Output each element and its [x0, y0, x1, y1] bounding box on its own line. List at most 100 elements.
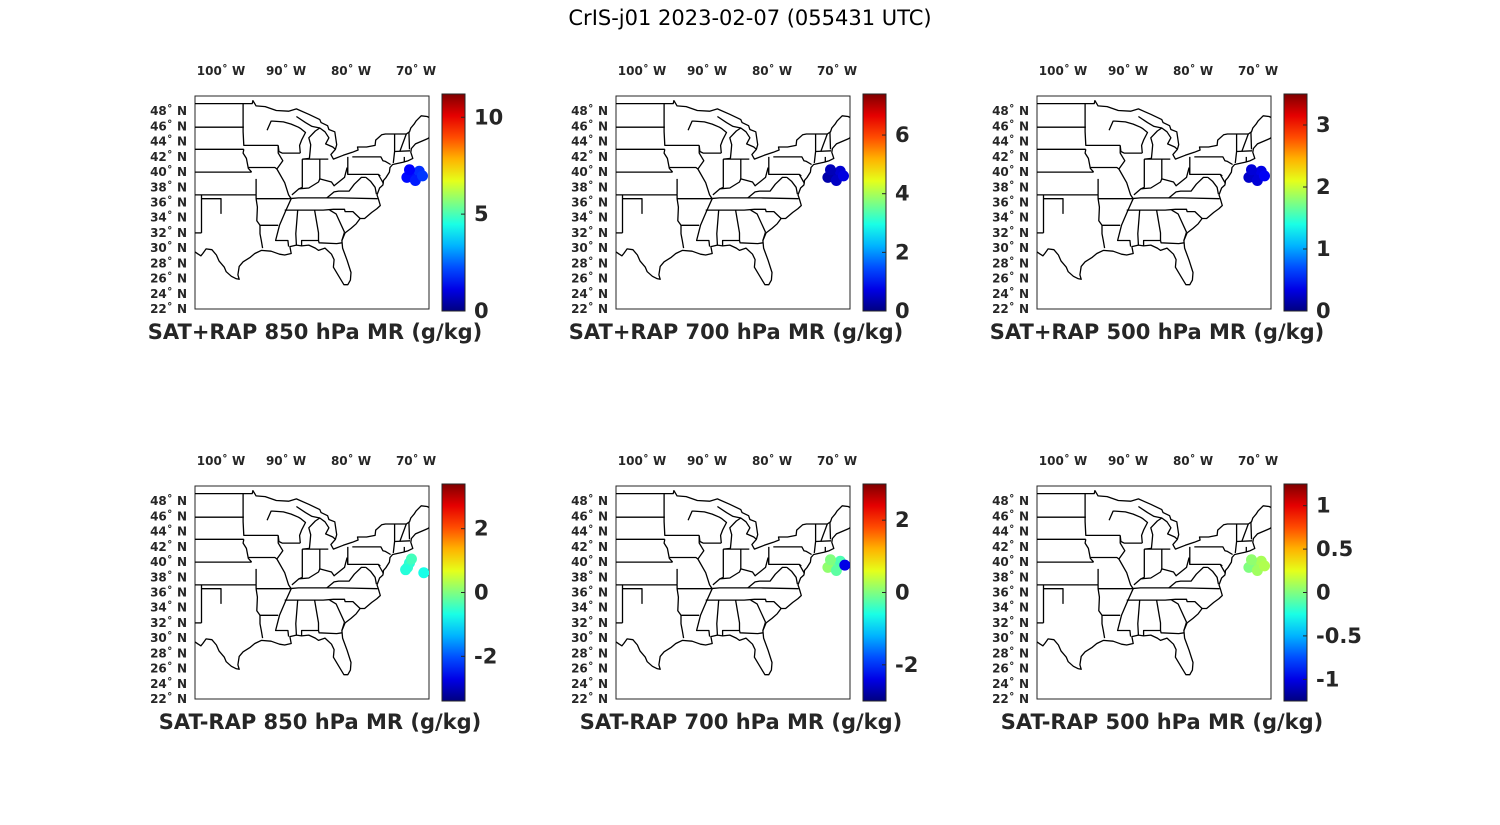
observation-point: [839, 559, 850, 571]
lat-tick-label: 26˚ N: [992, 271, 1029, 286]
boundary-line: [1090, 556, 1120, 560]
boundary-line: [272, 120, 307, 154]
boundary-line: [1130, 197, 1220, 200]
boundary-line: [242, 149, 253, 173]
lat-tick-label: 32˚ N: [992, 225, 1029, 240]
observation-point: [1259, 170, 1270, 182]
boundary-line: [242, 539, 253, 563]
boundary-line: [291, 557, 348, 586]
colorbar-tick-label: -0.5: [1316, 624, 1362, 648]
boundary-line: [750, 599, 767, 623]
lat-tick-label: 22˚ N: [150, 301, 187, 316]
boundary-line: [669, 166, 699, 170]
boundary-line: [680, 225, 685, 249]
map-panel-svg: 100˚ W 90˚ W 80˚ W 70˚ W 22˚ N24˚ N26˚ N28˚ …: [150, 453, 497, 706]
boundary-line: [723, 547, 731, 550]
boundary-line: [1168, 176, 1208, 199]
boundary-line: [738, 630, 763, 635]
boundary-line: [1150, 127, 1178, 159]
panel-sat-plus-rap-500: 100˚ W 90˚ W 80˚ W 70˚ W 22˚ N 24˚ N 26˚ N 28˚ …: [990, 60, 1397, 350]
lat-tick-label: 38˚ N: [150, 569, 187, 584]
boundary-line: [773, 156, 812, 166]
lat-tick-label: 36˚ N: [571, 585, 608, 600]
lat-tick-label: 22˚ N: [150, 691, 187, 706]
boundary-line: [195, 489, 429, 676]
lat-tick-label: 26˚ N: [571, 661, 608, 676]
lat-tick-label: 28˚ N: [571, 645, 608, 660]
boundary-line: [329, 599, 346, 623]
lat-tick-label: 48˚ N: [992, 493, 1029, 508]
boundary-line: [622, 198, 643, 214]
boundary-line: [1108, 120, 1115, 131]
lat-tick-label: 46˚ N: [571, 118, 608, 133]
boundary-line: [1219, 564, 1227, 574]
lat-tick-label: 32˚ N: [150, 225, 187, 240]
boundary-line: [1043, 198, 1064, 214]
boundary-line: [242, 103, 279, 147]
colorbar: [862, 93, 887, 312]
colorbar-tick-label: 0: [474, 299, 489, 323]
lon-tick-label: 100˚ W: [1039, 63, 1087, 78]
boundary-line: [1188, 546, 1191, 566]
lat-tick-label: 34˚ N: [992, 210, 1029, 225]
lat-tick-label: 36˚ N: [992, 585, 1029, 600]
lat-tick-label: 38˚ N: [571, 569, 608, 584]
boundary-line: [1159, 240, 1184, 245]
boundary-line: [1130, 587, 1220, 590]
boundary-line: [259, 615, 264, 639]
boundary-line: [680, 615, 685, 639]
boundary-line: [786, 176, 799, 195]
boundary-line: [1241, 133, 1249, 152]
state-boundaries: [1037, 489, 1271, 676]
observation-point: [418, 567, 429, 579]
boundary-line: [248, 556, 278, 560]
lat-tick-label: 40˚ N: [150, 164, 187, 179]
boundary-line: [716, 210, 720, 246]
lon-tick-label: 90˚ W: [687, 63, 727, 78]
boundary-line: [291, 167, 348, 196]
boundary-line: [1097, 588, 1121, 616]
boundary-line: [1101, 615, 1106, 639]
boundary-line: [705, 208, 782, 219]
lat-tick-label: 28˚ N: [150, 645, 187, 660]
boundary-line: [1171, 209, 1188, 233]
lat-tick-label: 28˚ N: [992, 255, 1029, 270]
lon-tick-label: 100˚ W: [197, 63, 245, 78]
lat-tick-label: 42˚ N: [571, 539, 608, 554]
boundary-line: [1114, 510, 1149, 544]
boundary-line: [829, 521, 832, 540]
lat-tick-label: 48˚ N: [571, 493, 608, 508]
boundary-line: [709, 587, 799, 590]
lat-tick-label: 30˚ N: [992, 630, 1029, 645]
colorbar-tick-label: -2: [474, 644, 497, 668]
boundary-line: [815, 150, 832, 153]
boundary-line: [712, 557, 769, 586]
lat-tick-label: 32˚ N: [150, 615, 187, 630]
boundary-line: [326, 566, 366, 589]
state-boundaries: [195, 489, 429, 676]
observation-point: [405, 553, 417, 565]
boundary-line: [786, 566, 799, 585]
observation-point: [1246, 164, 1257, 176]
map-panel-svg: 100˚ W 90˚ W 80˚ W 70˚ W 22˚ N24˚ N26˚ N28˚ …: [992, 63, 1331, 323]
boundary-line: [616, 489, 850, 676]
boundary-line: [1194, 546, 1233, 556]
boundary-line: [1219, 174, 1227, 184]
boundary-line: [747, 176, 787, 199]
lon-tick-label: 80˚ W: [1173, 453, 1213, 468]
boundary-line: [377, 174, 385, 184]
colorbar-tick-label: 0: [895, 299, 910, 323]
lat-tick-label: 22˚ N: [992, 301, 1029, 316]
panel-caption: SAT+RAP 850 hPa MR (g/kg): [147, 320, 483, 344]
observation-point: [404, 164, 415, 176]
boundary-line: [676, 194, 710, 200]
boundary-line: [1133, 557, 1190, 586]
lon-tick-label: 90˚ W: [266, 453, 306, 468]
lat-tick-label: 30˚ N: [150, 630, 187, 645]
boundary-line: [1138, 115, 1162, 129]
boundary-line: [1114, 120, 1149, 154]
boundary-line: [762, 232, 767, 241]
boundary-line: [676, 198, 700, 226]
colorbar-tick-label: -1: [1316, 667, 1339, 691]
boundary-line: [365, 176, 378, 195]
